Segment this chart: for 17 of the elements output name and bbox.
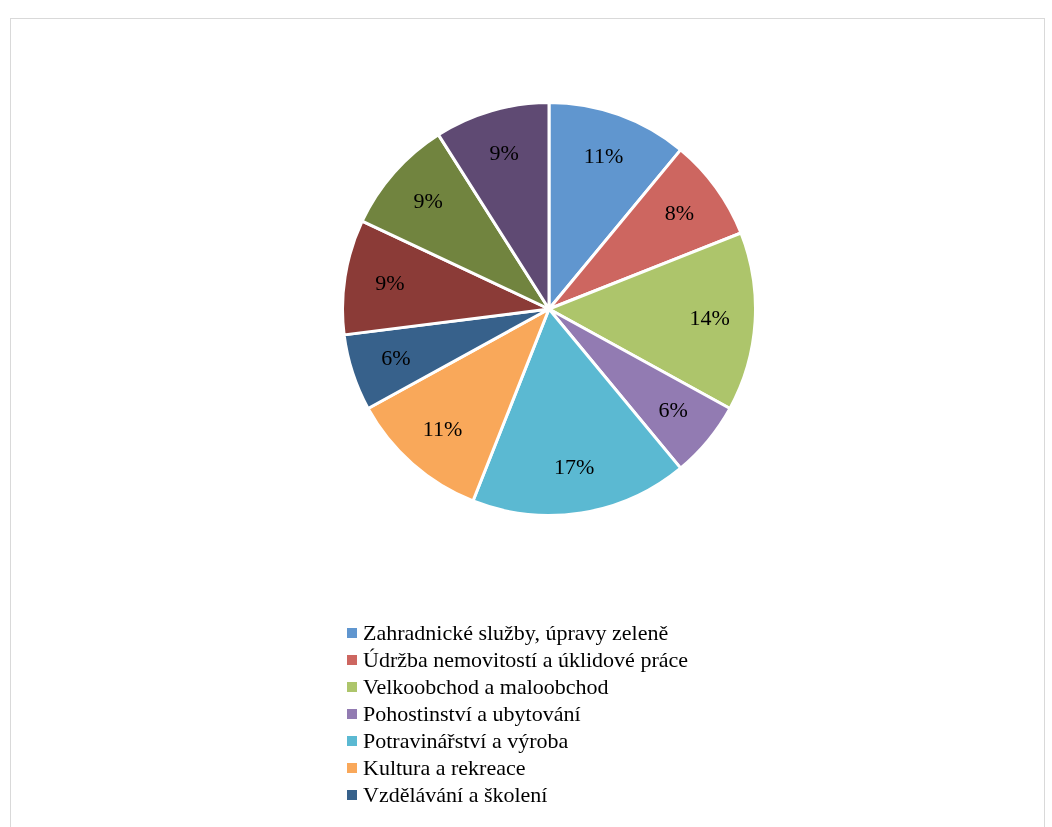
data-label: 8% (664, 200, 694, 226)
data-label: 17% (554, 453, 595, 479)
legend-label: Zahradnické služby, úpravy zeleně (363, 619, 669, 646)
data-label: 9% (489, 140, 519, 166)
data-label: 11% (422, 415, 463, 441)
legend-label: Potravinářství a výroba (363, 727, 569, 754)
legend-label: Velkoobchod a maloobchod (363, 673, 609, 700)
data-label: 14% (689, 304, 730, 330)
legend-label: Údržba nemovitostí a úklidové práce (363, 646, 689, 673)
data-label: 6% (658, 397, 688, 423)
legend-label: Vzdělávání a školení (363, 781, 548, 808)
legend-label: Kultura a rekreace (363, 754, 526, 781)
data-label: 9% (375, 269, 405, 295)
data-label: 11% (583, 143, 624, 169)
data-label: 6% (381, 344, 411, 370)
data-label: 9% (413, 188, 443, 214)
legend-label: Pohostinství a ubytování (363, 700, 581, 727)
